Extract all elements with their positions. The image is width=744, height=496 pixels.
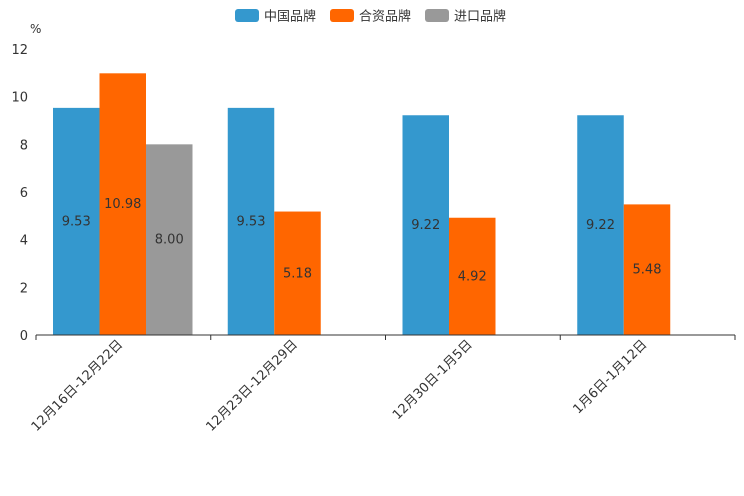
y-tick-label: 6 xyxy=(20,186,28,201)
legend-label[interactable]: 中国品牌 xyxy=(264,9,316,25)
data-label: 10.98 xyxy=(104,197,141,212)
legend-label[interactable]: 合资品牌 xyxy=(359,9,411,25)
y-axis-ticks: 0 2 4 6 8 10 12 xyxy=(11,43,28,344)
bars xyxy=(53,73,671,335)
x-axis: 12月16日-12月22日 12月23日-12月29日 12月30日-1月5日 1月6… xyxy=(29,334,736,435)
y-tick-label: 0 xyxy=(20,329,28,344)
data-labels: 9.53 10.98 8.00 9.53 5.18 9.22 4.92 9.22 5.48 xyxy=(62,197,662,284)
bar[interactable] xyxy=(623,204,671,335)
data-label: 8.00 xyxy=(155,233,184,248)
x-category-label: 12月23日-12月29日 xyxy=(203,337,300,434)
bar[interactable] xyxy=(53,107,100,335)
data-label: 5.48 xyxy=(633,263,662,278)
bar[interactable] xyxy=(577,115,624,335)
data-label: 9.22 xyxy=(586,218,615,233)
legend-swatch[interactable] xyxy=(330,9,354,22)
y-axis-unit-label: % xyxy=(30,22,41,36)
y-tick-label: 2 xyxy=(20,281,28,296)
y-tick-label: 10 xyxy=(11,91,28,106)
x-category-label: 12月30日-1月5日 xyxy=(390,337,476,423)
legend-swatch[interactable] xyxy=(235,9,259,22)
legend-swatch[interactable] xyxy=(425,9,449,22)
bar[interactable] xyxy=(99,73,147,335)
bar[interactable] xyxy=(402,115,450,335)
bar[interactable] xyxy=(227,107,275,335)
data-label: 9.53 xyxy=(62,214,91,229)
legend: 中国品牌 合资品牌 进口品牌 xyxy=(235,9,506,25)
legend-label[interactable]: 进口品牌 xyxy=(454,9,506,25)
data-label: 4.92 xyxy=(458,269,487,284)
y-tick-label: 8 xyxy=(20,138,28,153)
y-tick-label: 4 xyxy=(20,234,28,249)
x-category-label: 1月6日-1月12日 xyxy=(571,337,651,417)
data-label: 9.22 xyxy=(411,218,440,233)
data-label: 9.53 xyxy=(237,214,266,229)
bar[interactable] xyxy=(146,144,193,335)
bar[interactable] xyxy=(274,211,321,335)
data-label: 5.18 xyxy=(283,266,312,281)
bar[interactable] xyxy=(449,217,496,335)
x-category-label: 12月16日-12月22日 xyxy=(29,337,126,434)
y-tick-label: 12 xyxy=(11,43,28,58)
